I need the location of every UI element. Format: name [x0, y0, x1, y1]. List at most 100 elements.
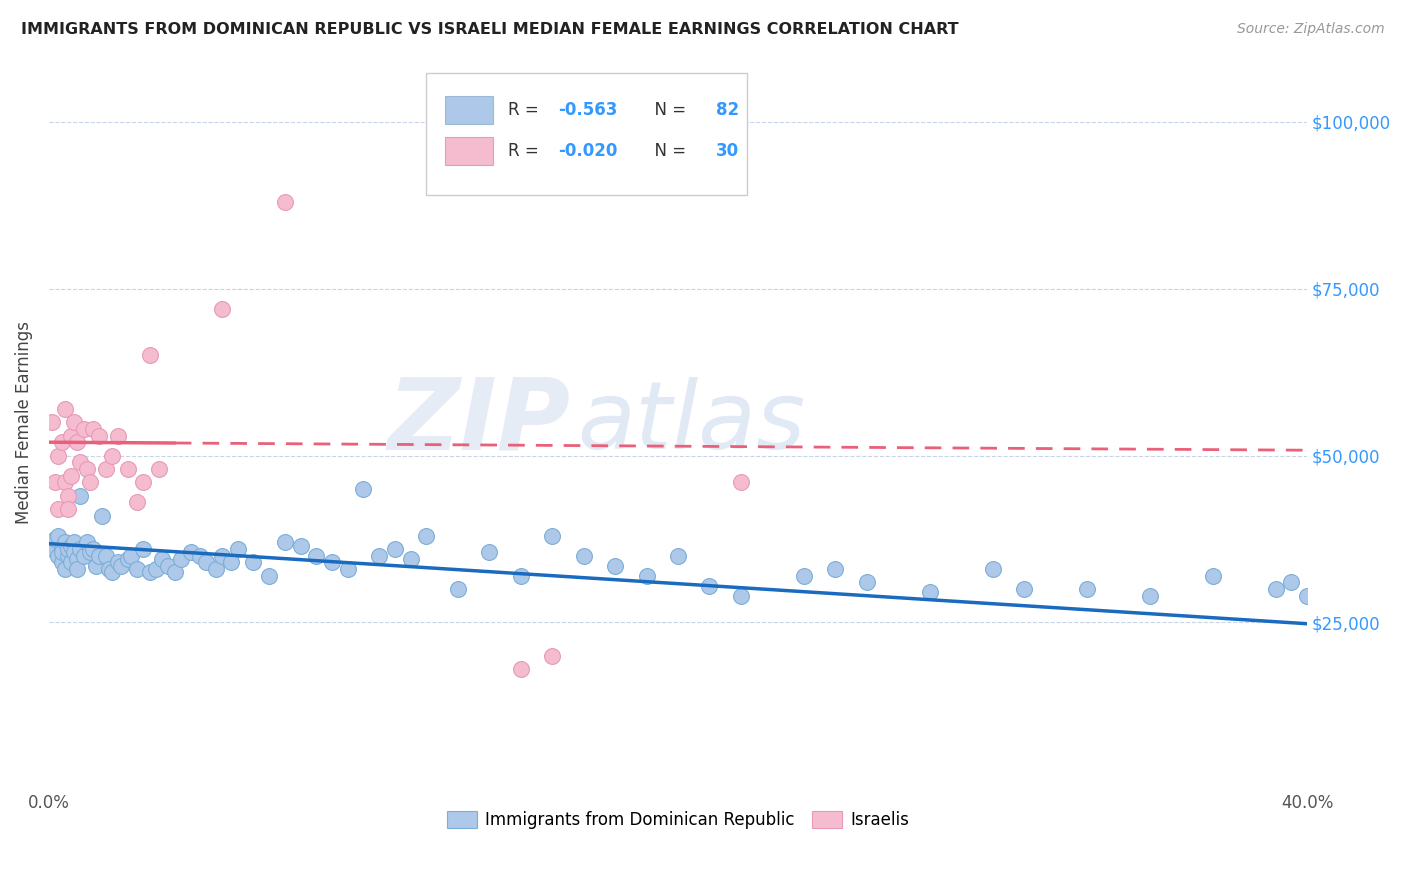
Point [226, 541, 249, 556]
Point [48, 449, 70, 463]
Text: 30: 30 [716, 142, 740, 160]
Point [82, 422, 104, 436]
Point [76, 462, 98, 476]
Point [353, 482, 375, 496]
Point [188, 549, 211, 563]
Point [415, 528, 437, 542]
Point [138, 348, 160, 362]
Point [76, 535, 98, 549]
Text: N =: N = [644, 101, 692, 120]
Point [44, 475, 66, 490]
Text: -0.563: -0.563 [558, 101, 617, 120]
Point [824, 562, 846, 576]
Text: R =: R = [508, 142, 544, 160]
Point [79, 545, 101, 559]
Point [1264, 582, 1286, 596]
Point [48, 549, 70, 563]
Point [399, 552, 422, 566]
Point [195, 555, 218, 569]
Point [730, 589, 752, 603]
Point [541, 528, 564, 542]
Point [107, 428, 129, 442]
Point [274, 194, 297, 209]
Y-axis label: Median Female Earnings: Median Female Earnings [15, 321, 32, 524]
Point [321, 555, 343, 569]
Point [41, 415, 63, 429]
Point [179, 545, 201, 559]
Point [91, 508, 114, 523]
Point [1201, 568, 1223, 582]
Point [572, 549, 595, 563]
Point [94, 462, 117, 476]
Text: R =: R = [508, 101, 544, 120]
Point [48, 528, 70, 542]
Point [69, 489, 91, 503]
Point [855, 575, 877, 590]
Point [66, 552, 89, 566]
Point [59, 539, 82, 553]
Point [69, 455, 91, 469]
Point [101, 449, 124, 463]
Point [541, 648, 564, 663]
Point [41, 541, 63, 556]
Point [117, 462, 139, 476]
Point [59, 555, 82, 569]
Point [53, 535, 76, 549]
Point [63, 545, 86, 559]
Point [132, 475, 155, 490]
Point [63, 535, 86, 549]
Text: ZIP: ZIP [388, 374, 571, 471]
Point [51, 541, 73, 556]
Point [603, 558, 626, 573]
Point [66, 435, 89, 450]
Point [368, 549, 391, 563]
Point [666, 549, 689, 563]
Point [447, 582, 470, 596]
Text: 82: 82 [716, 101, 740, 120]
Point [211, 301, 233, 316]
Point [730, 475, 752, 490]
Point [509, 662, 531, 676]
Point [63, 415, 86, 429]
Point [51, 545, 73, 559]
Point [89, 428, 111, 442]
Point [163, 566, 186, 580]
Point [89, 549, 111, 563]
Point [699, 579, 721, 593]
Point [1076, 582, 1098, 596]
Point [793, 568, 815, 582]
Point [509, 568, 531, 582]
Text: atlas: atlas [578, 376, 806, 467]
Point [125, 495, 148, 509]
Point [53, 401, 76, 416]
Legend: Immigrants from Dominican Republic, Israelis: Immigrants from Dominican Republic, Isra… [440, 805, 915, 836]
Point [59, 428, 82, 442]
Text: N =: N = [644, 142, 692, 160]
Point [138, 566, 160, 580]
Point [242, 555, 264, 569]
Point [44, 532, 66, 546]
Point [107, 555, 129, 569]
Text: -0.020: -0.020 [558, 142, 617, 160]
Point [56, 489, 79, 503]
Point [257, 568, 280, 582]
Point [290, 539, 312, 553]
Point [145, 562, 167, 576]
Point [51, 555, 73, 569]
Point [59, 468, 82, 483]
Point [97, 562, 120, 576]
Point [157, 558, 180, 573]
Point [170, 552, 193, 566]
Point [53, 562, 76, 576]
Point [211, 549, 233, 563]
Point [101, 566, 124, 580]
Point [72, 422, 94, 436]
Point [336, 562, 359, 576]
Point [636, 568, 658, 582]
Point [56, 502, 79, 516]
Point [384, 541, 406, 556]
Point [56, 549, 79, 563]
FancyBboxPatch shape [446, 136, 494, 164]
Point [305, 549, 328, 563]
Point [918, 585, 941, 599]
